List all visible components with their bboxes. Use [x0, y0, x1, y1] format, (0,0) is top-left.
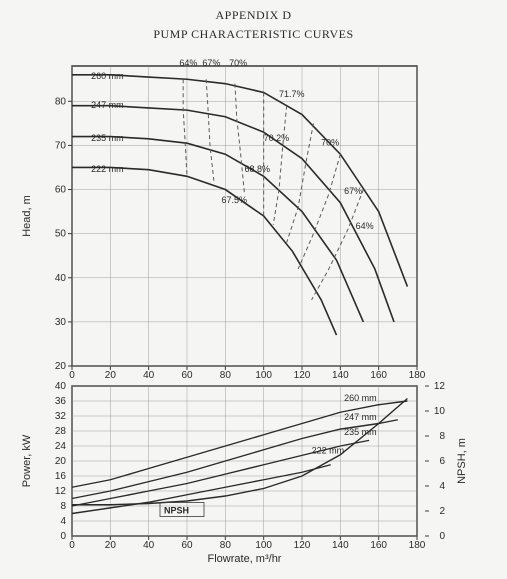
svg-text:4: 4 — [60, 516, 66, 527]
svg-text:8: 8 — [60, 501, 66, 512]
svg-text:140: 140 — [332, 540, 349, 551]
page: APPENDIX D PUMP CHARACTERISTIC CURVES 02… — [0, 0, 507, 579]
svg-text:247 mm: 247 mm — [91, 100, 124, 110]
svg-text:28: 28 — [55, 426, 67, 437]
svg-text:247 mm: 247 mm — [344, 412, 377, 422]
svg-text:64%: 64% — [179, 58, 197, 68]
svg-text:64%: 64% — [356, 221, 374, 231]
svg-text:12: 12 — [55, 486, 67, 497]
svg-text:Head, m: Head, m — [21, 195, 33, 237]
svg-text:24: 24 — [55, 441, 67, 452]
svg-text:180: 180 — [409, 370, 426, 381]
svg-text:260 mm: 260 mm — [344, 393, 377, 403]
svg-text:6: 6 — [439, 456, 445, 467]
svg-text:235 mm: 235 mm — [91, 133, 124, 143]
svg-text:40: 40 — [55, 381, 67, 392]
svg-text:20: 20 — [105, 370, 117, 381]
pump-chart: 02040608010012014016018020304050607080He… — [0, 46, 507, 576]
appendix-title: APPENDIX D — [0, 8, 507, 23]
svg-text:8: 8 — [439, 431, 445, 442]
svg-text:60: 60 — [181, 370, 193, 381]
svg-text:70.2%: 70.2% — [264, 133, 290, 143]
svg-text:160: 160 — [370, 370, 387, 381]
svg-text:70%: 70% — [321, 137, 339, 147]
svg-text:40: 40 — [143, 370, 155, 381]
svg-text:20: 20 — [55, 456, 67, 467]
svg-text:12: 12 — [434, 381, 446, 392]
svg-text:Power, kW: Power, kW — [21, 434, 33, 487]
svg-text:120: 120 — [294, 540, 311, 551]
svg-text:0: 0 — [439, 531, 445, 542]
svg-text:0: 0 — [69, 370, 75, 381]
svg-text:160: 160 — [370, 540, 387, 551]
svg-text:4: 4 — [439, 481, 445, 492]
svg-text:180: 180 — [409, 540, 426, 551]
svg-text:60: 60 — [181, 540, 193, 551]
svg-text:80: 80 — [220, 540, 232, 551]
svg-text:80: 80 — [220, 370, 232, 381]
svg-text:16: 16 — [55, 471, 67, 482]
svg-text:70: 70 — [55, 140, 67, 151]
chart-title: PUMP CHARACTERISTIC CURVES — [0, 27, 507, 42]
svg-text:260 mm: 260 mm — [91, 71, 124, 81]
svg-text:40: 40 — [143, 540, 155, 551]
svg-text:20: 20 — [105, 540, 117, 551]
svg-text:2: 2 — [439, 506, 445, 517]
svg-text:40: 40 — [55, 273, 67, 284]
svg-text:67%: 67% — [202, 58, 220, 68]
svg-text:68.8%: 68.8% — [245, 164, 271, 174]
svg-text:Flowrate, m³/hr: Flowrate, m³/hr — [208, 553, 282, 565]
svg-text:0: 0 — [69, 540, 75, 551]
svg-text:222 mm: 222 mm — [312, 446, 345, 456]
svg-text:222 mm: 222 mm — [91, 164, 124, 174]
svg-text:71.7%: 71.7% — [279, 89, 305, 99]
svg-text:0: 0 — [60, 531, 66, 542]
svg-text:NPSH: NPSH — [164, 506, 189, 516]
svg-text:32: 32 — [55, 411, 67, 422]
svg-text:50: 50 — [55, 229, 67, 240]
svg-text:80: 80 — [55, 96, 67, 107]
svg-text:36: 36 — [55, 396, 67, 407]
svg-text:140: 140 — [332, 370, 349, 381]
svg-text:100: 100 — [255, 540, 272, 551]
svg-text:NPSH, m: NPSH, m — [456, 438, 468, 484]
svg-text:20: 20 — [55, 361, 67, 372]
svg-text:67%: 67% — [344, 186, 362, 196]
svg-text:120: 120 — [294, 370, 311, 381]
svg-text:100: 100 — [255, 370, 272, 381]
svg-text:30: 30 — [55, 317, 67, 328]
svg-text:70%: 70% — [229, 58, 247, 68]
svg-text:60: 60 — [55, 185, 67, 196]
svg-text:67.5%: 67.5% — [222, 195, 248, 205]
svg-text:10: 10 — [434, 406, 446, 417]
title-block: APPENDIX D PUMP CHARACTERISTIC CURVES — [0, 0, 507, 42]
